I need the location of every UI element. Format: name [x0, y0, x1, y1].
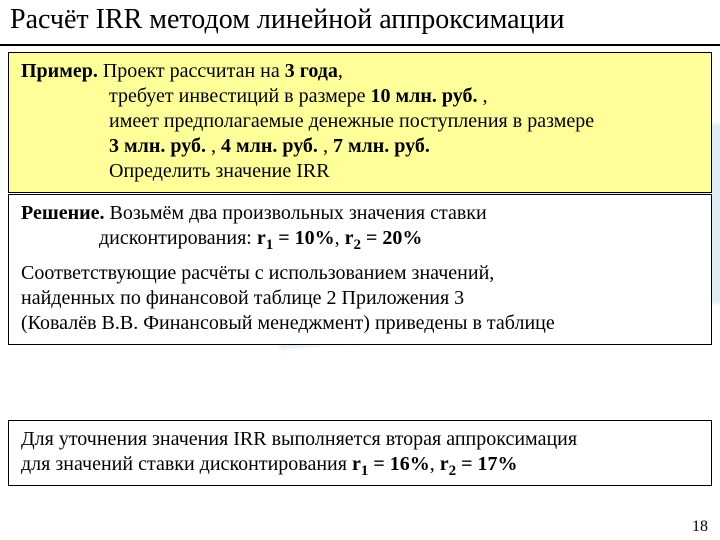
refine-box: Для уточнения значения IRR выполняется в…: [8, 420, 712, 486]
example-task: Определить значение IRR: [109, 160, 330, 182]
refine-r1-label: r: [352, 453, 361, 475]
refine-r2-val: = 17%: [456, 453, 517, 475]
solution-para2-line-3: (Ковалёв В.В. Финансовый менеджмент) при…: [21, 311, 699, 336]
example-line-4: 3 млн. руб. , 4 млн. руб. , 7 млн. руб.: [21, 134, 699, 159]
refine-r2-label: r: [440, 453, 449, 475]
solution-text-1: Возьмём два произвольных значения ставки: [105, 202, 487, 224]
refine-line-2: для значений ставки дисконтирования r1 =…: [21, 452, 699, 477]
slide: Расчёт IRR методом линейной аппроксимаци…: [0, 0, 720, 540]
example-text-1b: ,: [338, 60, 343, 82]
example-line-1: Пример. Проект рассчитан на 3 года,: [21, 59, 699, 84]
solution-para2-line-1: Соответствующие расчёты с использованием…: [21, 261, 699, 286]
solution-label: Решение.: [21, 202, 105, 224]
slide-header: Расчёт IRR методом линейной аппроксимаци…: [0, 0, 720, 46]
example-text-3: имеет предполагаемые денежные поступлени…: [109, 110, 594, 132]
solution-text-2a: дисконтирования:: [99, 227, 257, 249]
solution-comma: ,: [335, 227, 345, 249]
solution-r1-val: = 10%: [273, 227, 334, 249]
page-number: 18: [692, 518, 708, 536]
example-line-5: Определить значение IRR: [21, 159, 699, 184]
example-box: Пример. Проект рассчитан на 3 года, треб…: [8, 52, 712, 193]
example-cashflow-1: 3 млн. руб.: [109, 135, 206, 157]
refine-r1-val: = 16%: [368, 453, 429, 475]
solution-box: Решение. Возьмём два произвольных значен…: [8, 194, 712, 345]
example-sep-2: ,: [318, 135, 333, 157]
example-cashflow-2: 4 млн. руб.: [221, 135, 318, 157]
solution-line-1: Решение. Возьмём два произвольных значен…: [21, 201, 699, 226]
solution-para2-line-2: найденных по финансовой таблице 2 Прилож…: [21, 286, 699, 311]
example-text-2a: требует инвестиций в размере: [109, 85, 371, 107]
solution-r2-sub: 2: [354, 237, 362, 253]
example-cashflow-3: 7 млн. руб.: [333, 135, 430, 157]
refine-text-2a: для значений ставки дисконтирования: [21, 453, 352, 475]
refine-line-1: Для уточнения значения IRR выполняется в…: [21, 427, 699, 452]
solution-r1-label: r: [257, 227, 266, 249]
example-years: 3 года: [285, 60, 338, 82]
example-line-3: имеет предполагаемые денежные поступлени…: [21, 109, 699, 134]
solution-r2-val: = 20%: [361, 227, 422, 249]
example-line-2: требует инвестиций в размере 10 млн. руб…: [21, 84, 699, 109]
solution-r2-label: r: [345, 227, 354, 249]
solution-line-2: дисконтирования: r1 = 10%, r2 = 20%: [21, 226, 699, 251]
refine-comma: ,: [430, 453, 440, 475]
example-text-2b: ,: [477, 85, 487, 107]
example-text-1a: Проект рассчитан на: [98, 60, 285, 82]
example-label: Пример.: [21, 60, 98, 82]
example-sep-1: ,: [206, 135, 221, 157]
example-investment: 10 млн. руб.: [371, 85, 478, 107]
slide-title: Расчёт IRR методом линейной аппроксимаци…: [10, 4, 710, 36]
